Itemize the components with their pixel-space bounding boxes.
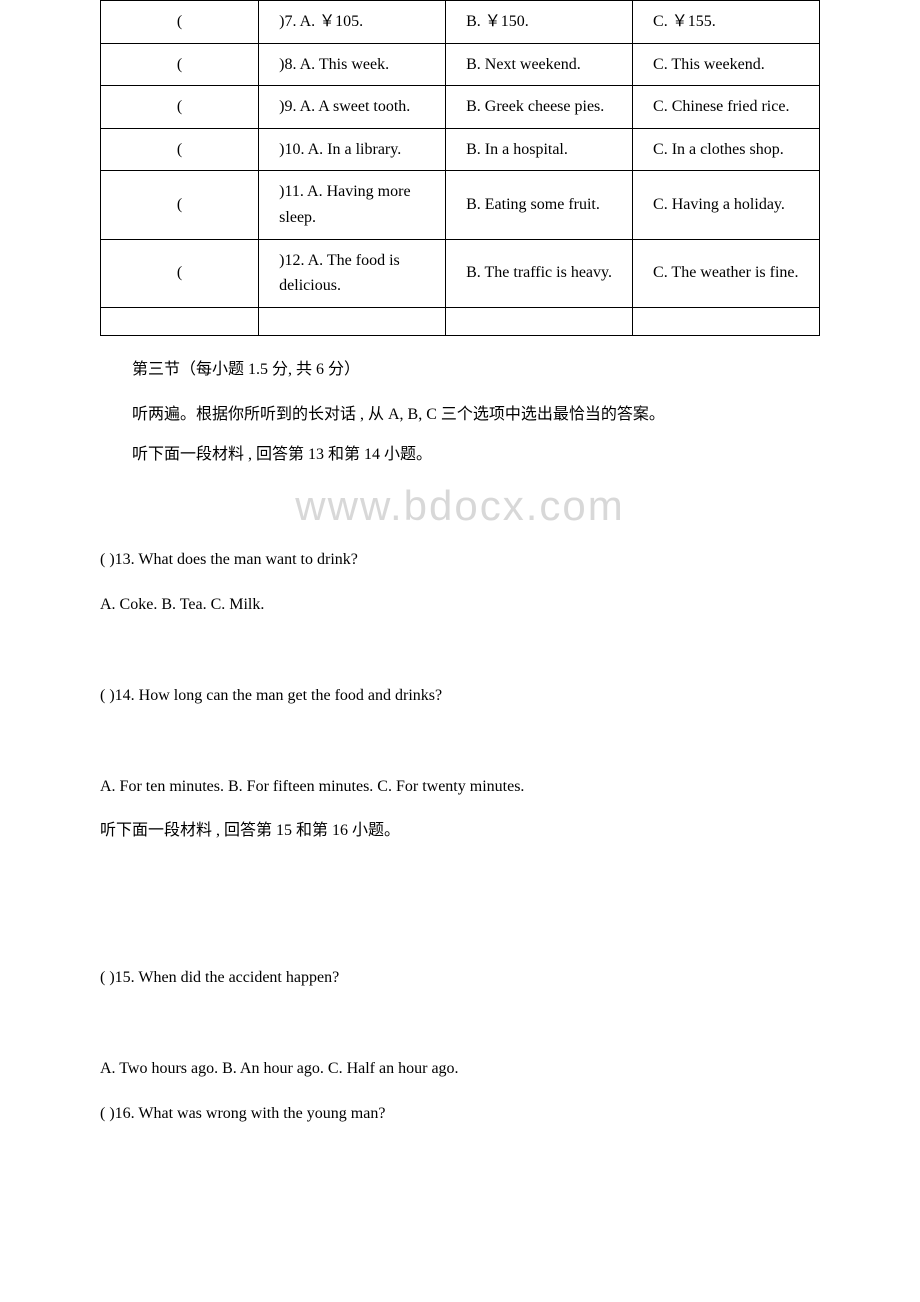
table-row: ( )7. A. ￥105. B. ￥150. C. ￥155. (101, 1, 820, 44)
questions-table: ( )7. A. ￥105. B. ￥150. C. ￥155. ( )8. A… (100, 0, 820, 336)
option-c: C. In a clothes shop. (633, 128, 820, 171)
question-stem: ( )16. What was wrong with the young man… (100, 1100, 820, 1129)
question-options: A. For ten minutes. B. For fifteen minut… (100, 773, 820, 802)
option-a: )8. A. This week. (259, 43, 446, 86)
option-a: )7. A. ￥105. (259, 1, 446, 44)
option-a: )12. A. The food is delicious. (259, 239, 446, 307)
option-a: )11. A. Having more sleep. (259, 171, 446, 239)
table-row: ( )11. A. Having more sleep. B. Eating s… (101, 171, 820, 239)
section-heading: 第三节（每小题 1.5 分, 共 6 分） (100, 356, 820, 385)
table-row: ( )10. A. In a library. B. In a hospital… (101, 128, 820, 171)
question-options: A. Coke. B. Tea. C. Milk. (100, 591, 820, 620)
option-a: )10. A. In a library. (259, 128, 446, 171)
option-b: B. Next weekend. (446, 43, 633, 86)
option-b: B. In a hospital. (446, 128, 633, 171)
section-instruction: 听下面一段材料 , 回答第 15 和第 16 小题。 (100, 817, 820, 846)
option-b: B. ￥150. (446, 1, 633, 44)
option-a: )9. A. A sweet tooth. (259, 86, 446, 129)
section-instruction: 听两遍。根据你所听到的长对话 , 从 A, B, C 三个选项中选出最恰当的答案… (100, 401, 820, 430)
question-options: A. Two hours ago. B. An hour ago. C. Hal… (100, 1055, 820, 1084)
option-c: C. Having a holiday. (633, 171, 820, 239)
question-stem: ( )13. What does the man want to drink? (100, 546, 820, 575)
table-row: ( )8. A. This week. B. Next weekend. C. … (101, 43, 820, 86)
row-bracket: ( (101, 86, 259, 129)
option-c: C. This weekend. (633, 43, 820, 86)
row-bracket: ( (101, 128, 259, 171)
option-c: C. Chinese fried rice. (633, 86, 820, 129)
option-b: B. The traffic is heavy. (446, 239, 633, 307)
question-stem: ( )15. When did the accident happen? (100, 964, 820, 993)
option-c: C. The weather is fine. (633, 239, 820, 307)
option-c: C. ￥155. (633, 1, 820, 44)
row-bracket: ( (101, 43, 259, 86)
watermark-text: www.bdocx.com (100, 482, 820, 530)
table-empty-row (101, 307, 820, 335)
option-b: B. Eating some fruit. (446, 171, 633, 239)
section-instruction: 听下面一段材料 , 回答第 13 和第 14 小题。 (100, 441, 820, 470)
option-b: B. Greek cheese pies. (446, 86, 633, 129)
table-row: ( )9. A. A sweet tooth. B. Greek cheese … (101, 86, 820, 129)
row-bracket: ( (101, 1, 259, 44)
row-bracket: ( (101, 171, 259, 239)
question-stem: ( )14. How long can the man get the food… (100, 682, 820, 711)
table-row: ( )12. A. The food is delicious. B. The … (101, 239, 820, 307)
row-bracket: ( (101, 239, 259, 307)
